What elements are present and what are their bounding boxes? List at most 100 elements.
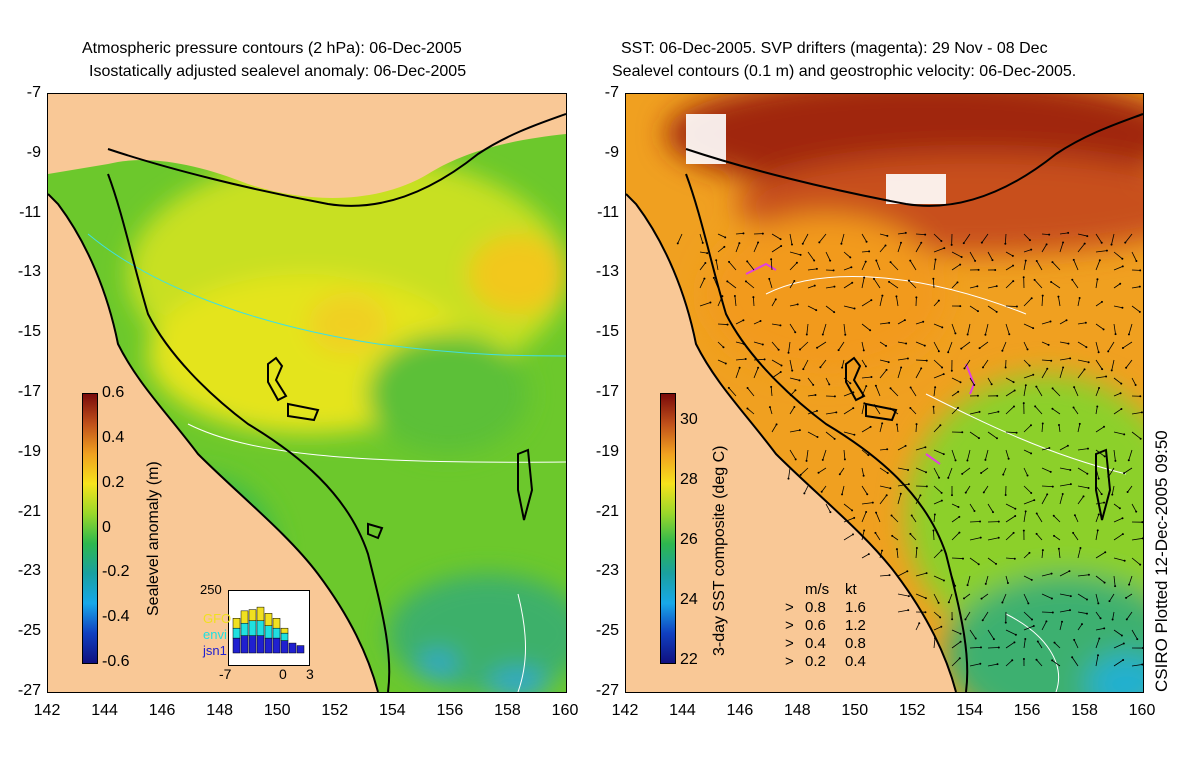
longitude-tick-label: 160 <box>551 702 579 719</box>
right-title-line1: SST: 06-Dec-2005. SVP drifters (magenta)… <box>621 40 1048 57</box>
legend-speed-kt: 0.8 <box>845 635 866 652</box>
histogram-bar <box>232 627 241 639</box>
longitude-tick-label: 156 <box>1013 702 1041 719</box>
histogram-bar <box>240 635 249 654</box>
histogram-bar <box>256 635 265 654</box>
left-title-line2: Isostatically adjusted sealevel anomaly:… <box>89 63 467 80</box>
colorbar-tick-label: 0 <box>102 518 111 536</box>
latitude-tick-label: -23 <box>17 562 41 580</box>
colorbar-tick-label: 24 <box>680 591 698 608</box>
histogram-bar <box>240 622 249 636</box>
histogram-bar <box>272 618 281 629</box>
histogram-bar <box>264 613 273 626</box>
inset-series-gfo: GFO <box>203 611 232 626</box>
latitude-tick-label: -15 <box>595 323 619 341</box>
longitude-tick-label: 150 <box>263 702 291 719</box>
longitude-tick-label: 144 <box>91 702 118 719</box>
colorbar-tick-label: 0.2 <box>102 473 125 491</box>
longitude-tick-label: 154 <box>956 702 983 719</box>
satellite-histogram <box>232 606 305 654</box>
longitude-tick-label: 142 <box>33 702 61 719</box>
colorbar-tick-label: 22 <box>680 651 698 668</box>
latitude-tick-label: -21 <box>17 502 41 520</box>
longitude-tick-label: 158 <box>494 702 521 719</box>
latitude-tick-label: -25 <box>17 622 41 640</box>
velocity-arrow-icon: > <box>785 653 794 670</box>
velocity-arrow-icon: > <box>785 599 794 616</box>
inset-x-label-left: -7 <box>219 666 232 682</box>
longitude-tick-label: 144 <box>669 702 696 719</box>
legend-speed-ms: 0.2 <box>805 653 826 670</box>
sst-colorbar-label: 3-day SST composite (deg C) <box>711 445 728 656</box>
legend-speed-kt: 0.4 <box>845 653 866 670</box>
histogram-bar <box>264 637 273 654</box>
longitude-tick-label: 146 <box>148 702 176 719</box>
histogram-bar <box>256 606 265 622</box>
sealevel-colorbar <box>82 393 98 664</box>
geostrophic-velocity-arrows <box>676 231 1143 667</box>
longitude-tick-label: 152 <box>321 702 349 719</box>
longitude-tick-label: 150 <box>841 702 869 719</box>
histogram-bar <box>248 609 257 622</box>
velocity-arrow-icon: > <box>785 617 794 634</box>
inset-x-label-right: 3 <box>306 666 314 682</box>
histogram-bar <box>232 618 241 629</box>
legend-speed-ms: 0.4 <box>805 635 826 652</box>
latitude-tick-label: -9 <box>26 143 41 161</box>
sst-map <box>625 93 1144 693</box>
right-title-line2: Sealevel contours (0.1 m) and geostrophi… <box>612 63 1077 80</box>
latitude-tick-label: -27 <box>595 682 619 699</box>
latitude-tick-label: -25 <box>595 622 619 640</box>
colorbar-tick-label: 0.6 <box>102 384 125 401</box>
histogram-bar <box>256 620 265 636</box>
longitude-tick-label: 160 <box>1128 702 1156 719</box>
latitude-tick-label: -19 <box>595 442 619 460</box>
longitude-tick-label: 142 <box>611 702 639 719</box>
legend-header-ms: m/s <box>805 581 830 598</box>
latitude-tick-label: -21 <box>595 502 619 520</box>
latitude-tick-label: -9 <box>604 143 619 161</box>
longitude-tick-label: 148 <box>206 702 233 719</box>
histogram-bar <box>248 635 257 654</box>
histogram-bar <box>280 640 289 654</box>
latitude-tick-label: -17 <box>17 383 41 400</box>
latitude-tick-label: -27 <box>17 682 41 699</box>
velocity-arrow-icon: > <box>785 635 794 652</box>
colorbar-tick-label: -0.2 <box>102 563 130 581</box>
colorbar-tick-label: 30 <box>680 411 698 428</box>
left-title-line1: Atmospheric pressure contours (2 hPa): 0… <box>82 40 462 57</box>
latitude-tick-label: -13 <box>595 263 619 281</box>
sst-map-svg <box>626 94 1143 692</box>
latitude-tick-label: -7 <box>604 84 619 101</box>
inset-series-envi: envi <box>203 627 227 642</box>
colorbar-tick-label: 0.4 <box>102 428 125 446</box>
longitude-tick-label: 146 <box>726 702 754 719</box>
histogram-bar <box>272 627 281 639</box>
legend-header-kt: kt <box>845 581 857 598</box>
inset-series-jsn1: jsn1 <box>203 643 227 658</box>
latitude-tick-label: -7 <box>26 84 41 101</box>
legend-speed-kt: 1.2 <box>845 617 866 634</box>
histogram-bar <box>248 620 257 636</box>
sealevel-anomaly-map <box>47 93 567 693</box>
inset-x-label-mid: 0 <box>279 666 287 682</box>
histogram-bar <box>264 625 273 639</box>
colorbar-tick-label: -0.6 <box>102 653 130 670</box>
satellite-pass-inset <box>228 590 310 666</box>
longitude-tick-label: 156 <box>436 702 464 719</box>
legend-speed-kt: 1.6 <box>845 599 866 616</box>
legend-speed-ms: 0.6 <box>805 617 826 634</box>
longitude-tick-label: 154 <box>378 702 406 719</box>
plot-credit: CSIRO Plotted 12-Dec-2005 09:50 <box>1152 430 1171 692</box>
sealevel-colorbar-label: Sealevel anomaly (m) <box>145 461 162 616</box>
latitude-tick-label: -11 <box>597 203 619 221</box>
latitude-tick-label: -15 <box>17 323 41 341</box>
longitude-tick-label: 152 <box>898 702 926 719</box>
histogram-bar <box>232 637 241 654</box>
histogram-bar <box>288 642 297 654</box>
latitude-tick-label: -13 <box>17 263 41 281</box>
histogram-bar <box>272 637 281 654</box>
histogram-bar <box>240 610 249 624</box>
longitude-tick-label: 158 <box>1071 702 1098 719</box>
histogram-bar <box>280 627 289 634</box>
